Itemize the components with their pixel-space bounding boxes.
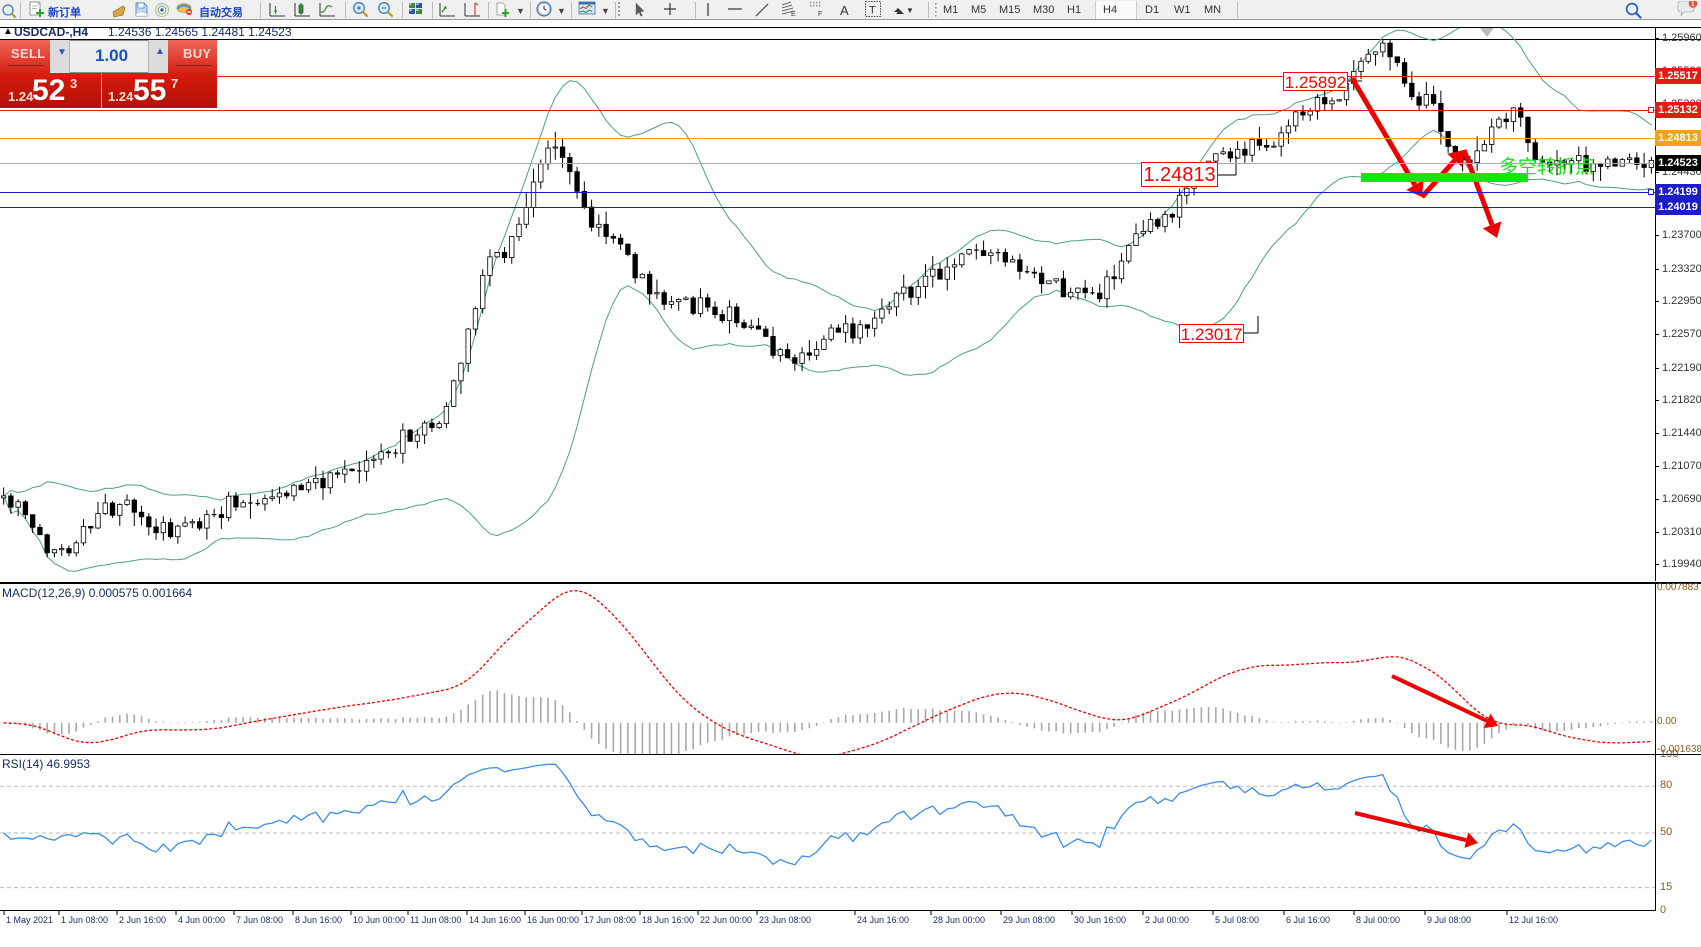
svg-text:T: T [869,5,876,17]
svg-text:E: E [791,11,796,18]
svg-text:A: A [840,3,849,18]
svg-text:▼: ▼ [906,6,914,15]
svg-text:1: 1 [1691,1,1695,8]
svg-text:F: F [818,11,822,18]
